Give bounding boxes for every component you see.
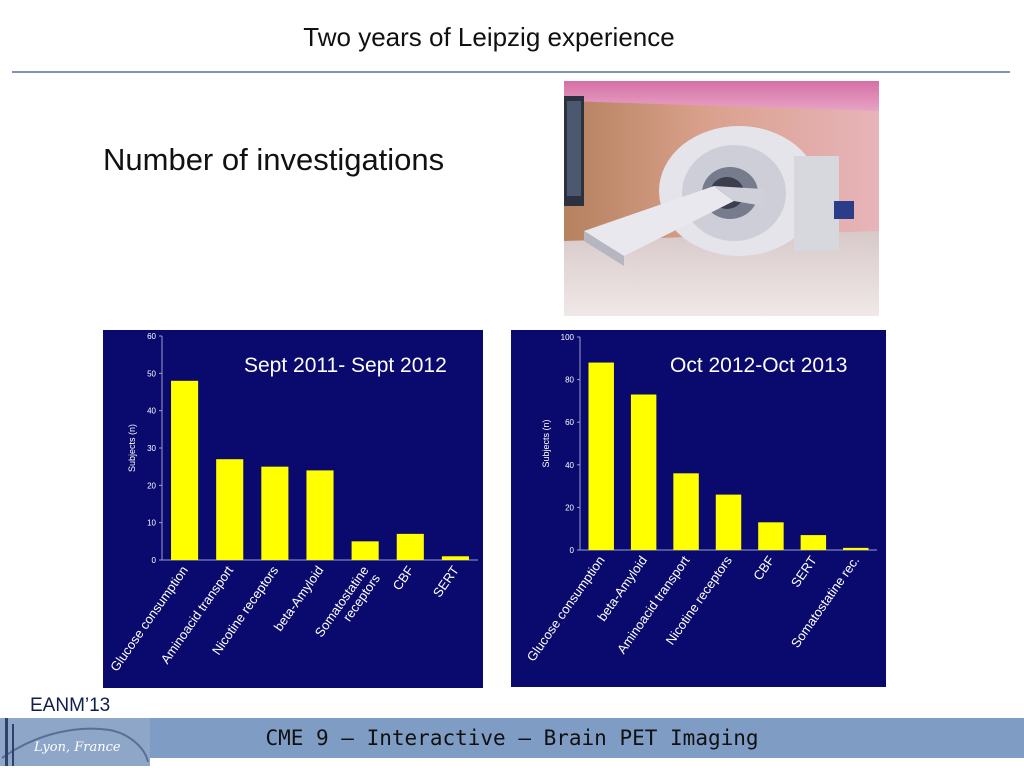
y-tick-label: 20 <box>565 503 574 512</box>
category-label: CBF <box>390 563 417 593</box>
pet-mr-scanner-photo <box>564 81 879 316</box>
bar-0 <box>588 362 614 550</box>
y-axis-label: Subjects (n) <box>127 424 137 472</box>
y-tick-label: 30 <box>147 444 156 453</box>
bar-2 <box>261 466 289 560</box>
y-tick-label: 100 <box>561 333 575 342</box>
bar-6 <box>441 556 469 560</box>
title-divider <box>12 71 1010 73</box>
category-label-line: Glucose consumption <box>524 553 608 664</box>
eanm-logo-badge <box>0 718 150 766</box>
bar-4 <box>351 541 379 560</box>
y-tick-label: 20 <box>147 481 156 490</box>
y-tick-label: 0 <box>152 556 157 565</box>
category-label-line: Glucose consumption <box>107 563 191 674</box>
category-label-line: CBF <box>390 563 417 593</box>
chart-oct-2012-oct-2013: 0 20 40 60 80 100 Subjects (n) Glucose consumpt… <box>511 330 886 687</box>
category-label: Glucose consumption <box>524 553 608 664</box>
category-label-line: CBF <box>750 553 777 583</box>
chart-plot-1: 0 10 20 30 40 50 60 Subjects (n) Glucose consump… <box>107 332 478 674</box>
y-tick-label: 50 <box>147 369 156 378</box>
y-tick-label: 0 <box>570 546 575 555</box>
y-axis-label: Subjects (n) <box>541 419 551 467</box>
eanm-logo-text: EANM’13 <box>30 695 111 716</box>
slide-title: Two years of Leipzig experience <box>303 22 675 52</box>
footer-course-title: CME 9 – Interactive – Brain PET Imaging <box>265 726 759 750</box>
category-label: SERT <box>430 563 462 600</box>
bar-2 <box>673 473 699 550</box>
category-label: Aminoacid transport <box>614 553 693 657</box>
category-label-line: Aminoacid transport <box>614 553 693 657</box>
y-tick-label: 60 <box>565 418 574 427</box>
y-tick-label: 80 <box>565 376 574 385</box>
logo-city: Lyon, France <box>34 740 121 755</box>
bar-5 <box>800 535 827 550</box>
chart-sept-2011-sept-2012: 0 10 20 30 40 50 60 Subjects (n) Glucose consump… <box>103 330 483 688</box>
category-label-line: SERT <box>788 553 820 590</box>
y-tick-label: 10 <box>147 519 156 528</box>
chart-period-label: Sept 2011- Sept 2012 <box>244 354 447 377</box>
category-label: CBF <box>750 553 777 583</box>
bar-3 <box>306 470 334 560</box>
y-tick-label: 40 <box>565 461 574 470</box>
y-tick-label: 60 <box>147 332 156 341</box>
bar-1 <box>216 459 244 560</box>
bar-3 <box>715 494 742 550</box>
bar-0 <box>171 380 199 560</box>
bar-6 <box>843 547 869 550</box>
section-heading: Number of investigations <box>103 142 445 177</box>
bar-4 <box>758 522 784 550</box>
category-label: SERT <box>788 553 820 590</box>
bar-1 <box>630 394 657 550</box>
chart-plot-2: 0 20 40 60 80 100 Subjects (n) Glucose consumpt… <box>524 333 877 664</box>
bar-5 <box>396 533 424 560</box>
category-label: Glucose consumption <box>107 563 191 674</box>
y-tick-label: 40 <box>147 407 156 416</box>
footer-bar <box>0 718 1024 758</box>
chart-period-label: Oct 2012-Oct 2013 <box>670 354 848 377</box>
category-label-line: SERT <box>430 563 462 600</box>
